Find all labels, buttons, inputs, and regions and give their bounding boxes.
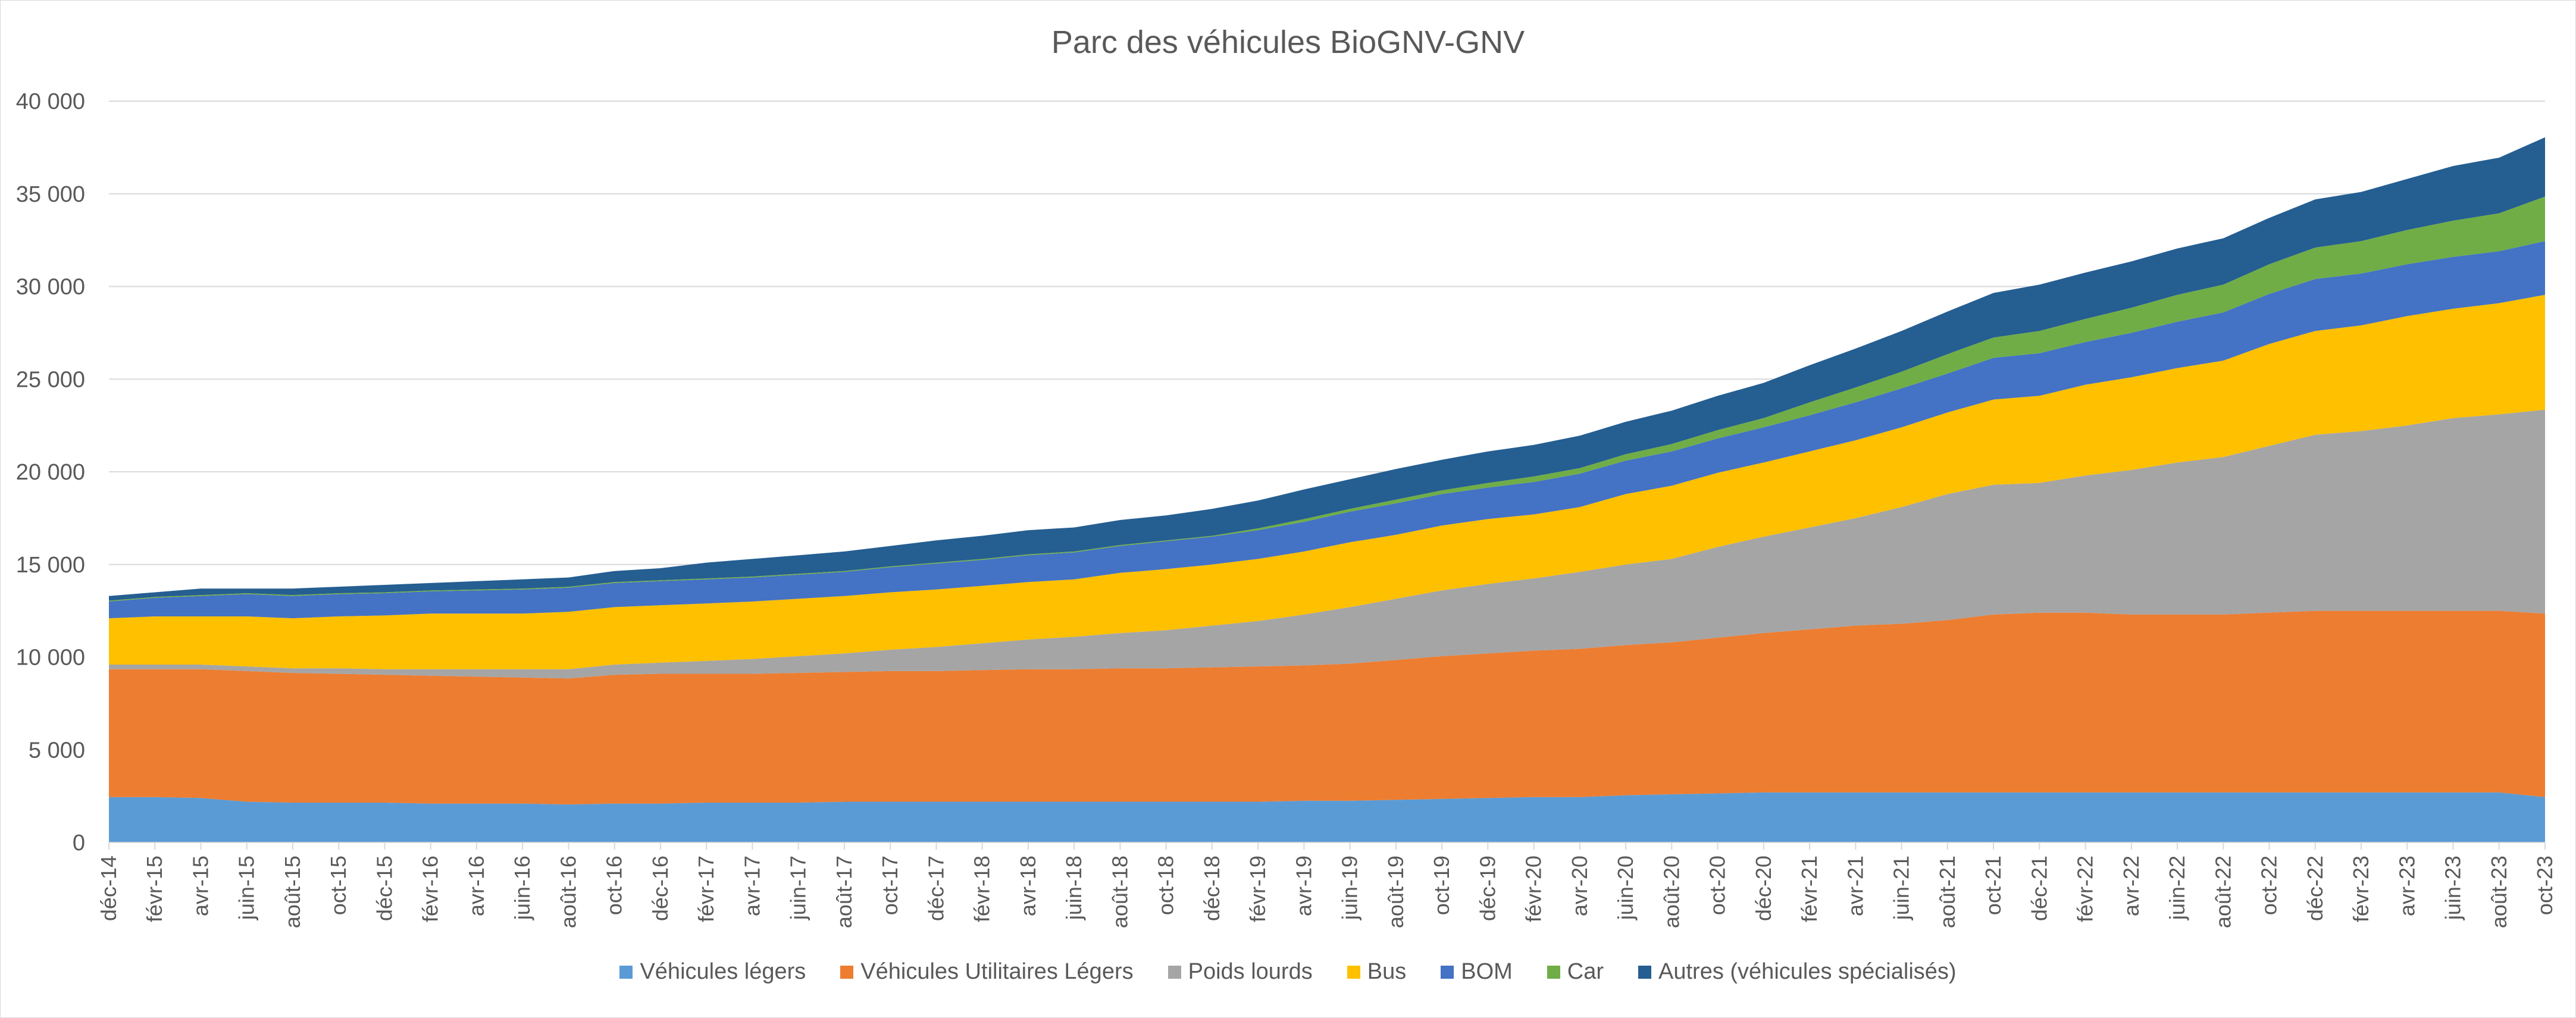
x-tick-label: juin-20 [1613,856,1638,920]
x-tick-label: févr-21 [1797,856,1821,922]
legend-item: Véhicules légers [619,959,806,985]
x-tick-label: août-20 [1659,856,1683,928]
x-tick-label: févr-18 [970,856,994,922]
legend-swatch [1168,965,1181,979]
area-vehicules-legers [109,792,2545,842]
x-tick-label: oct-23 [2533,856,2557,915]
x-tick-label: avr-17 [740,856,764,916]
legend-label: Car [1567,959,1604,984]
x-tick-label: juin-18 [1062,856,1086,920]
x-tick-label: févr-16 [418,856,443,922]
x-tick-label: août-18 [1107,856,1132,928]
x-tick-label: févr-15 [142,856,167,922]
x-tick-label: oct-15 [326,856,350,915]
x-tick-label: déc-19 [1475,856,1500,921]
x-tick-label: août-23 [2487,856,2511,928]
legend-label: Véhicules Utilitaires Légers [860,959,1134,984]
x-tick-label: juin-21 [1889,856,1914,920]
x-tick-label: févr-20 [1522,856,1546,922]
y-tick-label: 40 000 [16,89,85,114]
area-autres-vehicules-specialises [109,137,2545,601]
y-tick-label: 35 000 [16,182,85,207]
x-tick-label: juin-22 [2165,856,2189,920]
legend-item: Car [1547,959,1604,985]
x-tick-label: déc-15 [373,856,397,921]
x-tick-label: juin-15 [234,856,259,920]
x-tick-label: août-22 [2211,856,2235,928]
x-tick-label: avr-15 [189,856,213,916]
x-tick-label: avr-20 [1567,856,1592,916]
y-tick-label: 25 000 [16,367,85,392]
y-tick-label: 20 000 [16,460,85,485]
x-tick-label: févr-17 [694,856,718,922]
legend-label: Autres (véhicules spécialisés) [1658,959,1957,984]
x-tick-label: déc-16 [648,856,672,921]
x-tick-label: févr-19 [1245,856,1270,922]
y-tick-label: 10 000 [16,646,85,671]
x-tick-label: févr-22 [2073,856,2098,922]
y-tick-label: 30 000 [16,275,85,300]
stacked-areas [109,137,2545,842]
legend-swatch [840,965,854,979]
x-tick-label: oct-16 [602,856,627,915]
area-vehicules-utilitaires-legers [109,610,2545,805]
legend-swatch [1441,965,1454,979]
legend-item: Poids lourds [1168,959,1313,985]
x-tick-label: juin-23 [2441,856,2465,920]
x-tick-label: avr-16 [464,856,489,916]
x-tick-label: déc-18 [1200,856,1224,921]
x-tick-label: août-17 [832,856,856,928]
x-tick-label: déc-17 [924,856,948,921]
x-tick-label: déc-22 [2303,856,2327,921]
area-poids-lourds [109,409,2545,679]
x-tick-label: avr-18 [1016,856,1040,916]
area-bus [109,295,2545,669]
x-tick-label: juin-19 [1338,856,1362,920]
x-tick-label: oct-21 [1981,856,2005,915]
x-tick-label: août-21 [1935,856,1960,928]
x-tick-label: avr-22 [2119,856,2143,916]
x-tick-label: août-16 [556,856,581,928]
x-tick-label: juin-17 [786,856,810,920]
y-tick-label: 0 [73,831,85,856]
x-tick-label: oct-18 [1154,856,1178,915]
legend-label: Véhicules légers [640,959,806,984]
legend-swatch [1638,965,1652,979]
chart-legend: Véhicules légers Véhicules Utilitaires Lé… [0,959,2576,985]
x-tick-label: avr-19 [1291,856,1316,916]
x-tick-label: déc-14 [96,856,121,921]
legend-label: BOM [1461,959,1513,984]
legend-item: Bus [1347,959,1406,985]
axes: 0 5 000 10 000 15 000 20 000 25 000 30 000 35 0… [16,89,2557,928]
x-tick-label: oct-20 [1705,856,1730,915]
y-tick-label: 5 000 [29,738,85,763]
x-tick-label: févr-23 [2349,856,2373,922]
legend-item: Autres (véhicules spécialisés) [1638,959,1957,985]
x-tick-label: avr-23 [2395,856,2419,916]
legend-label: Poids lourds [1188,959,1313,984]
legend-label: Bus [1367,959,1407,984]
x-tick-label: juin-16 [510,856,534,920]
legend-item: BOM [1441,959,1513,985]
x-tick-label: août-15 [280,856,305,928]
legend-swatch [1347,965,1360,979]
legend-swatch [1547,965,1560,979]
x-tick-label: avr-21 [1843,856,1867,916]
legend-swatch [619,965,633,979]
chart-title: Parc des véhicules BioGNV-GNV [1051,24,1525,60]
x-tick-label: oct-17 [878,856,902,915]
legend-item: Véhicules Utilitaires Légers [840,959,1134,985]
y-tick-label: 15 000 [16,553,85,578]
x-tick-label: août-19 [1384,856,1408,928]
area-bom [109,241,2545,619]
x-tick-label: déc-21 [2027,856,2051,921]
x-tick-label: oct-22 [2257,856,2281,915]
x-tick-label: oct-19 [1429,856,1454,915]
x-tick-label: déc-20 [1751,856,1776,921]
chart-plot: 0 5 000 10 000 15 000 20 000 25 000 30 000 35 0… [16,89,2557,928]
